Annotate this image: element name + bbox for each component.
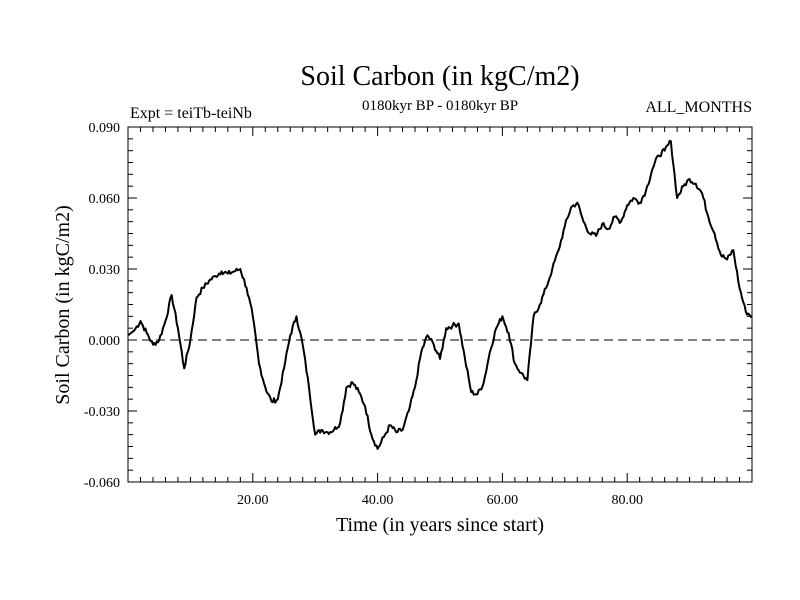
period-label: 0180kyr BP - 0180kyr BP: [362, 98, 518, 114]
y-tick-label: 0.090: [89, 121, 121, 136]
x-tick-label: 20.00: [237, 493, 269, 508]
y-tick-labels: -0.060 -0.030 0.000 0.030 0.060 0.090: [84, 121, 120, 491]
plot-frame: [127, 126, 753, 483]
x-tick-labels: 20.00 40.00 60.00 80.00: [237, 493, 643, 508]
y-tick-label: 0.030: [89, 263, 121, 278]
x-tick-label: 40.00: [362, 493, 394, 508]
soil-carbon-series-line: [127, 139, 753, 450]
experiment-label: Expt = teiTb-teiNb: [130, 105, 252, 122]
x-tick-label: 60.00: [487, 493, 519, 508]
months-label: ALL_MONTHS: [645, 99, 752, 116]
chart-title: Soil Carbon (in kgC/m2): [300, 61, 579, 92]
y-tick-label: 0.000: [89, 334, 121, 349]
y-tick-label: -0.030: [84, 405, 120, 420]
y-axis-label: Soil Carbon (in kgC/m2): [52, 205, 74, 404]
x-axis-label: Time (in years since start): [336, 514, 544, 536]
tick-marks: [128, 127, 752, 482]
x-tick-label: 80.00: [611, 493, 643, 508]
y-tick-label: -0.060: [84, 476, 120, 491]
y-tick-label: 0.060: [89, 192, 121, 207]
